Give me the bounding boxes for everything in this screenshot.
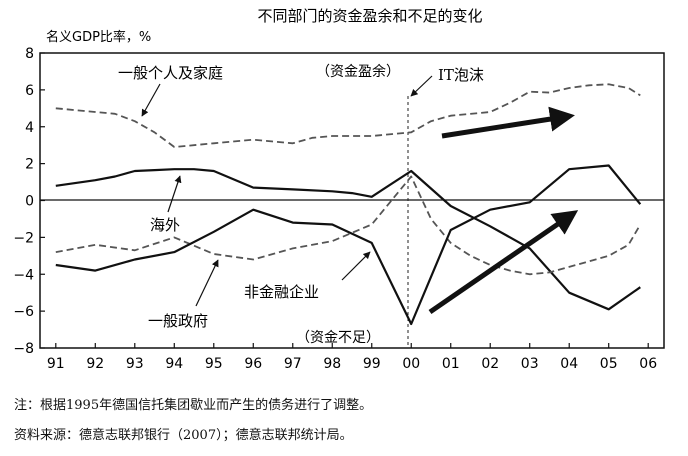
arrow-government [195,259,219,307]
x-tick-label: 93 [126,356,144,372]
trend-arrow-upper [441,106,575,139]
x-tick-label: 95 [205,356,223,372]
x-tick-label: 00 [402,356,420,372]
x-tick-label: 92 [86,356,104,372]
y-tick-label: −2 [13,230,34,246]
x-tick-label: 97 [284,356,302,372]
y-tick-label: 2 [25,157,34,173]
x-tick-label: 05 [600,356,618,372]
y-tick-label: 8 [25,46,34,62]
arrow-overseas [167,175,182,213]
y-tick-label: 6 [25,83,34,99]
label-nonfin: 非金融企业 [244,283,319,301]
label-deficit: （资金不足） [296,330,380,346]
y-tick-label: −6 [13,304,34,320]
y-axis: −8 −6 −4 −2 0 2 4 6 8 [13,46,45,357]
series-line-government [55,175,642,276]
x-tick-label: 06 [639,356,657,372]
label-it-bubble: IT泡沫 [438,66,484,84]
series-line-nonfin [55,164,642,326]
x-tick-label: 98 [323,356,341,372]
x-tick-label: 04 [560,356,578,372]
x-tick-label: 01 [442,356,460,372]
arrow-household [141,83,161,117]
x-tick-label: 03 [521,356,539,372]
label-surplus: （资金盈余） [316,63,400,80]
series-layer [55,83,642,326]
x-axis: 91 92 93 94 95 96 97 98 99 00 01 02 03 04 05 06 [47,343,657,372]
series-line-overseas [55,168,641,311]
x-tick-label: 96 [244,356,262,372]
label-household: 一般个人及家庭 [118,64,223,82]
series-line-household [55,83,641,148]
arrow-nonfin [341,251,371,281]
y-tick-label: −4 [13,267,34,283]
label-government: 一般政府 [148,312,208,330]
arrow-it-bubble [410,75,433,97]
trend-arrow-lower [428,210,579,315]
y-tick-label: 4 [25,120,34,136]
x-tick-label: 02 [481,356,499,372]
chart-title: 不同部门的资金盈余和不足的变化 [257,7,482,25]
y-tick-label: −8 [13,341,34,357]
y-axis-label: 名义GDP比率，% [46,29,151,45]
footnote: 注：根据1995年德国信托集团歇业而产生的债务进行了调整。 [14,398,373,413]
label-overseas: 海外 [150,216,180,234]
y-tick-label: 0 [25,194,34,210]
x-tick-label: 99 [363,356,381,372]
x-tick-label: 91 [47,356,65,372]
x-tick-label: 94 [165,356,183,372]
source-note: 资料来源：德意志联邦银行（2007）；德意志联邦统计局。 [14,428,353,443]
